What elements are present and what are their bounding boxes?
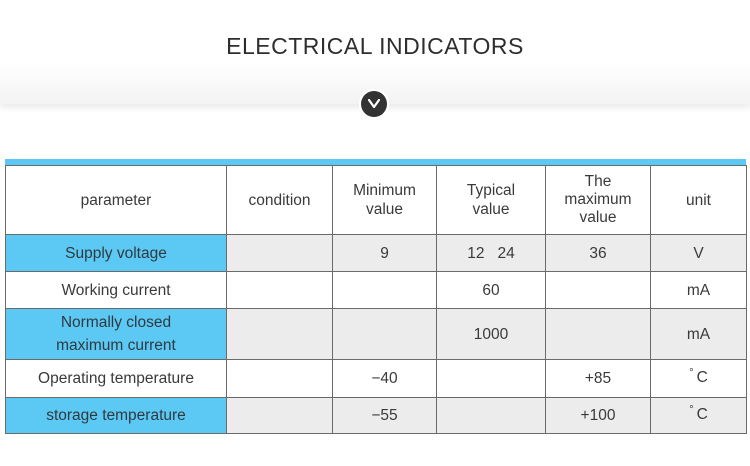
row-min [332, 308, 437, 360]
row-condition [226, 308, 333, 360]
row-unit: ° C [650, 359, 747, 398]
column-header: condition [226, 165, 333, 235]
degree-symbol: ° [689, 367, 694, 379]
row-typical: 12 24 [436, 234, 546, 272]
row-parameter: Normally closed maximum current [5, 308, 227, 360]
row-min [332, 271, 437, 309]
row-min: −55 [332, 397, 437, 434]
row-condition [226, 359, 333, 398]
degree-symbol: ° [689, 404, 694, 416]
table-header-row: parameter condition Minimum value Typica… [5, 165, 747, 235]
row-parameter: Operating temperature [5, 359, 227, 398]
column-header: unit [650, 165, 747, 235]
row-min: 9 [332, 234, 437, 272]
row-typical: 1000 [436, 308, 546, 360]
table-row: Working current 60 mA [5, 271, 747, 309]
row-unit: V [650, 234, 747, 272]
row-max: +100 [545, 397, 651, 434]
row-condition [226, 397, 333, 434]
column-header-label: Minimum value [353, 182, 416, 218]
table-row: Operating temperature −40 +85 ° C [5, 359, 747, 398]
page-header: ELECTRICAL INDICATORS [0, 0, 750, 104]
row-min: −40 [332, 359, 437, 398]
table-row: storage temperature −55 +100 ° C [5, 397, 747, 434]
row-unit-label: C [696, 369, 708, 386]
row-parameter: storage temperature [5, 397, 227, 434]
row-unit-label: C [696, 406, 708, 423]
row-typical [436, 359, 546, 398]
row-typical: 60 [436, 271, 546, 309]
row-typical [436, 397, 546, 434]
row-max: 36 [545, 234, 651, 272]
electrical-indicators-table: parameter condition Minimum value Typica… [5, 159, 747, 434]
row-unit: ° C [650, 397, 747, 434]
column-header: parameter [5, 165, 227, 235]
column-header-label: Typical value [466, 182, 516, 218]
row-parameter-label: Normally closed maximum current [56, 314, 176, 354]
page-title: ELECTRICAL INDICATORS [226, 33, 524, 59]
table-row: Supply voltage 9 12 24 36 V [5, 234, 747, 272]
row-parameter: Working current [5, 271, 227, 309]
column-header-label: The maximum value [564, 173, 632, 226]
row-max [545, 271, 651, 309]
column-header: Typical value [436, 165, 546, 235]
row-max [545, 308, 651, 360]
row-condition [226, 271, 333, 309]
row-unit: mA [650, 308, 747, 360]
column-header: The maximum value [545, 165, 651, 235]
row-condition [226, 234, 333, 272]
table-row: Normally closed maximum current 1000 mA [5, 308, 747, 360]
row-max: +85 [545, 359, 651, 398]
row-parameter: Supply voltage [5, 234, 227, 272]
column-header: Minimum value [332, 165, 437, 235]
chevron-down-icon [361, 91, 387, 117]
row-unit: mA [650, 271, 747, 309]
